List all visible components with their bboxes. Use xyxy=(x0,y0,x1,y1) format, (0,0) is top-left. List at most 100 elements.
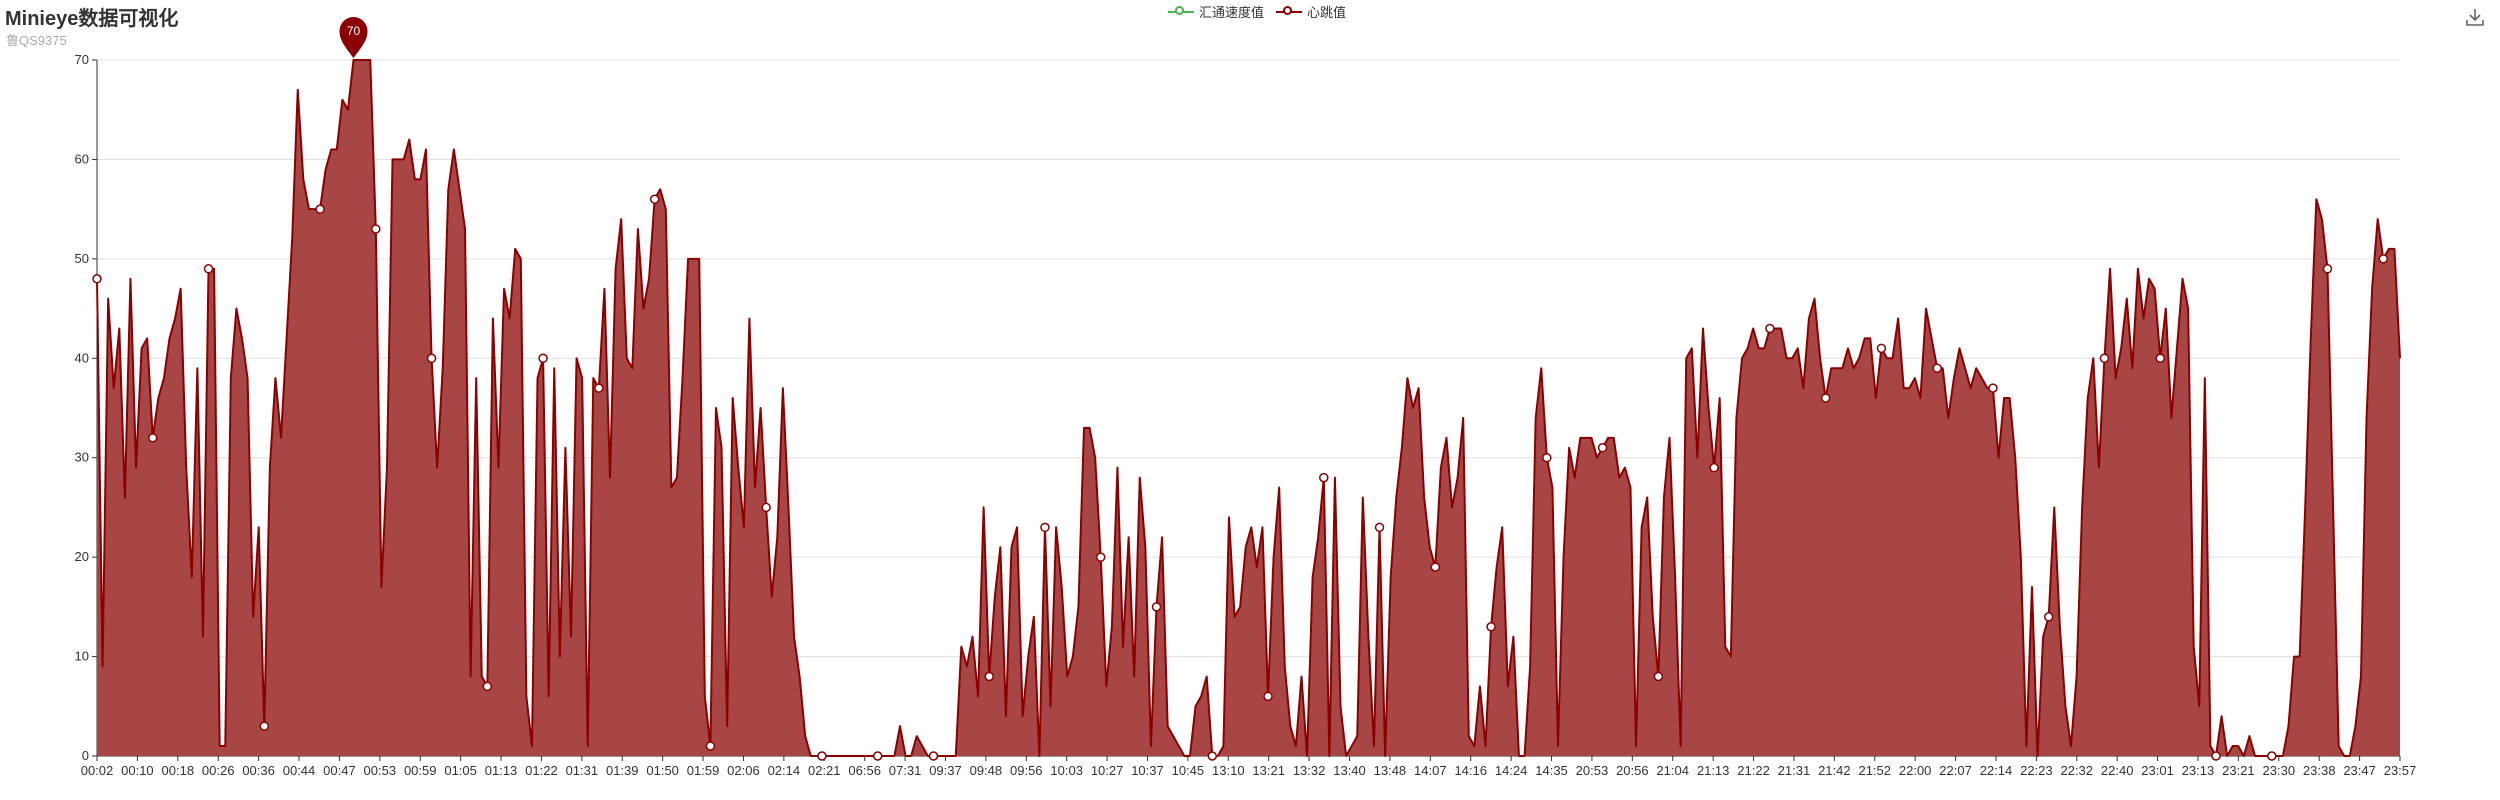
data-point xyxy=(1653,671,1664,682)
x-tick-label: 21:13 xyxy=(1697,763,1730,778)
x-tick-label: 01:13 xyxy=(485,763,518,778)
legend-label-speed: 汇通速度值 xyxy=(1199,5,1265,20)
x-tick-label: 23:30 xyxy=(2263,763,2296,778)
legend-swatch-speed xyxy=(1168,5,1194,19)
data-point xyxy=(1263,691,1273,702)
data-point xyxy=(2378,254,2389,264)
data-point xyxy=(1932,363,1942,373)
data-point xyxy=(2043,612,2054,622)
series-layer xyxy=(96,59,2401,757)
x-tick-label: 10:45 xyxy=(1172,763,1205,778)
markers: 70 xyxy=(92,17,2389,761)
x-tick-label: 00:02 xyxy=(81,763,114,778)
x-tick-label: 14:35 xyxy=(1535,763,1568,778)
x-tick-label: 22:32 xyxy=(2060,763,2093,778)
data-point xyxy=(1319,472,1329,483)
x-tick-label: 09:48 xyxy=(970,763,1003,778)
x-tick-label: 00:10 xyxy=(121,763,154,778)
data-point xyxy=(315,204,325,214)
y-tick-label: 70 xyxy=(75,52,89,67)
x-tick-label: 14:16 xyxy=(1454,763,1487,778)
x-tick-label: 01:31 xyxy=(566,763,599,778)
data-point xyxy=(1095,552,1106,562)
data-point xyxy=(1765,323,1775,334)
x-tick-label: 22:23 xyxy=(2020,763,2053,778)
x-tick-label: 10:37 xyxy=(1131,763,1164,778)
x-tick-label: 10:27 xyxy=(1091,763,1124,778)
y-tick-label: 0 xyxy=(82,748,89,763)
data-point xyxy=(817,751,827,761)
x-tick-label: 23:38 xyxy=(2303,763,2336,778)
x-tick-label: 23:01 xyxy=(2141,763,2174,778)
data-point xyxy=(1820,393,1831,403)
x-tick-label: 01:22 xyxy=(525,763,558,778)
legend-item-heartbeat[interactable]: 心跳值 xyxy=(1276,2,1346,21)
data-point xyxy=(2211,751,2221,761)
heartbeat-line xyxy=(96,59,2401,757)
data-point xyxy=(1151,602,1162,612)
y-tick-label: 40 xyxy=(75,350,89,365)
x-tick-label: 21:31 xyxy=(1778,763,1811,778)
x-tick-label: 00:36 xyxy=(242,763,275,778)
x-tick-label: 22:14 xyxy=(1980,763,2013,778)
data-point xyxy=(1988,383,1998,393)
data-point xyxy=(928,751,939,761)
data-point xyxy=(1374,522,1385,533)
data-point xyxy=(259,721,270,731)
x-tick-label: 22:07 xyxy=(1939,763,1972,778)
max-pin-shape xyxy=(339,17,368,59)
x-tick-label: 20:53 xyxy=(1576,763,1609,778)
x-tick-label: 20:56 xyxy=(1616,763,1649,778)
x-tick-label: 10:03 xyxy=(1050,763,1083,778)
x-tick-label: 13:21 xyxy=(1252,763,1285,778)
data-point xyxy=(482,681,493,692)
x-tick-label: 13:48 xyxy=(1374,763,1407,778)
data-point xyxy=(203,264,214,274)
data-point xyxy=(1207,751,1218,761)
data-point xyxy=(371,224,381,234)
data-point xyxy=(2322,264,2333,274)
data-point xyxy=(426,353,437,364)
x-tick-label: 02:06 xyxy=(727,763,760,778)
chart-subtitle: 鲁QS9375 xyxy=(6,33,67,48)
data-point xyxy=(1430,562,1441,572)
x-tick-label: 23:21 xyxy=(2222,763,2255,778)
data-point xyxy=(594,383,604,393)
x-tick-label: 23:47 xyxy=(2343,763,2376,778)
heartbeat-area xyxy=(97,60,2400,756)
x-tick-label: 00:44 xyxy=(283,763,316,778)
data-point xyxy=(649,194,660,204)
x-tick-label: 23:13 xyxy=(2182,763,2215,778)
x-tick-label: 09:37 xyxy=(929,763,962,778)
x-tick-label: 07:31 xyxy=(889,763,922,778)
legend-item-speed[interactable]: 汇通速度值 xyxy=(1168,2,1264,21)
data-point xyxy=(1876,343,1887,354)
tick-labels: 0 10 20 30 40 50 60 70 00:02 00:10 00:18 00:26 00:36… xyxy=(75,52,2417,778)
data-point xyxy=(2099,353,2110,364)
data-point xyxy=(148,433,158,443)
data-point xyxy=(92,273,102,284)
data-point xyxy=(538,353,548,364)
x-tick-label: 22:00 xyxy=(1899,763,1932,778)
x-tick-label: 01:59 xyxy=(687,763,720,778)
x-tick-label: 13:40 xyxy=(1333,763,1366,778)
x-tick-label: 01:50 xyxy=(646,763,679,778)
x-tick-label: 06:56 xyxy=(848,763,881,778)
x-tick-label: 09:56 xyxy=(1010,763,1043,778)
x-tick-label: 14:24 xyxy=(1495,763,1528,778)
data-point xyxy=(1542,452,1552,463)
x-tick-label: 00:18 xyxy=(162,763,195,778)
x-tick-label: 21:22 xyxy=(1737,763,1770,778)
data-point xyxy=(761,502,771,513)
x-tick-label: 01:39 xyxy=(606,763,639,778)
y-tick-label: 60 xyxy=(75,151,89,166)
download-icon[interactable] xyxy=(2464,6,2486,28)
x-tick-label: 00:47 xyxy=(323,763,356,778)
chart-legend: 汇通速度值 心跳值 xyxy=(1168,2,1346,21)
x-tick-label: 21:52 xyxy=(1858,763,1891,778)
y-tick-label: 50 xyxy=(75,251,89,266)
data-point xyxy=(1709,462,1719,473)
x-tick-label: 21:42 xyxy=(1818,763,1851,778)
x-tick-label: 00:53 xyxy=(364,763,397,778)
